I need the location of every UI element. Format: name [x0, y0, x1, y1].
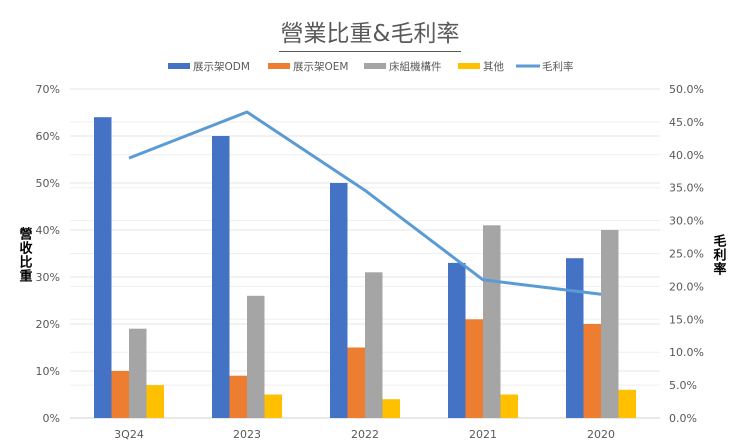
bar-2023-其他 — [264, 394, 282, 418]
legend-label: 床組機構件 — [389, 60, 442, 73]
y-tick-label: 0% — [43, 412, 60, 425]
line-毛利率 — [128, 110, 602, 296]
bar-3Q24-展示架ODM — [94, 117, 112, 418]
bar-2020-其他 — [618, 389, 636, 418]
bar-2021-其他 — [500, 394, 518, 418]
bar-3Q24-其他 — [146, 385, 164, 418]
x-tick-label: 2020 — [587, 428, 615, 441]
x-tick-label: 2022 — [351, 428, 379, 441]
y2-tick-label: 50.0% — [669, 83, 704, 96]
x-tick-label: 2021 — [469, 428, 497, 441]
bar-2022-展示架ODM — [330, 183, 348, 418]
y-tick-label: 10% — [36, 365, 60, 378]
bar-2020-展示架ODM — [566, 258, 584, 418]
y-tick-label: 70% — [36, 83, 60, 96]
bar-2022-展示架OEM — [347, 347, 365, 418]
x-tick-label: 3Q24 — [114, 428, 144, 441]
bar-2023-展示架ODM — [212, 136, 230, 418]
y2-tick-label: 20.0% — [669, 280, 704, 293]
bar-2023-床組機構件 — [247, 295, 265, 418]
bar-2023-展示架OEM — [229, 375, 247, 418]
y-tick-label: 50% — [36, 177, 60, 190]
legend-label: 展示架ODM — [193, 61, 250, 73]
y2-tick-label: 45.0% — [669, 116, 704, 129]
y2-tick-label: 35.0% — [669, 182, 704, 195]
chart-title-text: 營業比重&毛利率 — [278, 21, 462, 52]
bar-2020-床組機構件 — [601, 230, 619, 418]
legend-swatch-展示架ODM — [168, 63, 190, 69]
bar-2022-床組機構件 — [365, 272, 383, 418]
legend-label: 毛利率 — [542, 60, 574, 73]
bar-2021-展示架ODM — [448, 262, 466, 418]
bar-3Q24-展示架OEM — [111, 371, 129, 418]
bar-3Q24-床組機構件 — [129, 328, 147, 418]
bar-2022-其他 — [382, 399, 400, 418]
y-tick-label: 40% — [36, 224, 60, 237]
x-tick-label: 2023 — [233, 428, 261, 441]
legend-swatch-展示架OEM — [268, 63, 290, 69]
y2-tick-label: 30.0% — [669, 215, 704, 228]
bar-2020-展示架OEM — [583, 324, 601, 418]
y2-tick-label: 10.0% — [669, 346, 704, 359]
y2-tick-label: 0.0% — [669, 412, 697, 425]
y2-axis-title: 毛利率 — [711, 233, 727, 276]
y-tick-label: 30% — [36, 271, 60, 284]
y2-tick-label: 40.0% — [669, 149, 704, 162]
y-tick-label: 60% — [36, 130, 60, 143]
y2-tick-label: 15.0% — [669, 313, 704, 326]
bar-2021-展示架OEM — [465, 319, 483, 418]
legend-swatch-床組機構件 — [364, 63, 386, 69]
legend-label: 展示架OEM — [293, 61, 348, 73]
legend-swatch-其他 — [458, 63, 480, 69]
chart-title: 營業比重&毛利率 — [0, 14, 740, 52]
y-tick-label: 20% — [36, 318, 60, 331]
y-axis-title: 營收比重 — [17, 226, 33, 283]
y2-tick-label: 25.0% — [669, 248, 704, 261]
legend-label: 其他 — [483, 60, 504, 73]
bar-2021-床組機構件 — [483, 225, 501, 418]
y2-tick-label: 5.0% — [669, 379, 697, 392]
